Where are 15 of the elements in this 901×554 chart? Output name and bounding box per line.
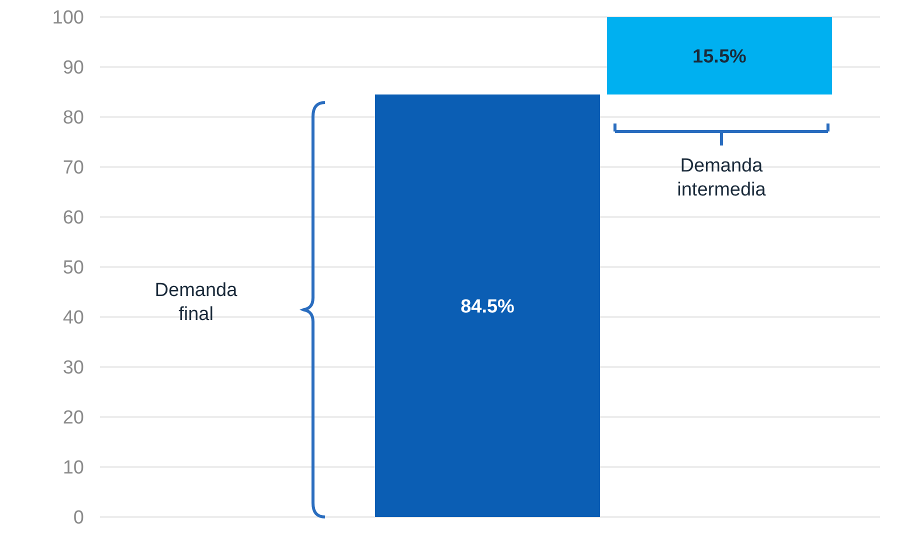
y-tick-label: 60 bbox=[62, 208, 84, 229]
annotation: Demanda final bbox=[154, 280, 238, 325]
y-tick-label: 80 bbox=[62, 108, 84, 129]
data-label: 15.5% bbox=[692, 46, 747, 68]
data-label: 84.5% bbox=[460, 296, 515, 318]
y-tick-label: 100 bbox=[52, 8, 84, 29]
y-tick-label: 10 bbox=[62, 458, 84, 479]
annotation: Demanda intermedia bbox=[677, 156, 766, 200]
y-tick-label: 90 bbox=[62, 58, 84, 79]
y-tick-label: 20 bbox=[62, 408, 84, 429]
y-tick-label: 0 bbox=[73, 508, 84, 529]
y-tick-label: 30 bbox=[62, 358, 84, 379]
y-tick-label: 70 bbox=[62, 158, 84, 179]
y-tick-label: 50 bbox=[62, 258, 84, 279]
y-tick-label: 40 bbox=[62, 308, 84, 329]
